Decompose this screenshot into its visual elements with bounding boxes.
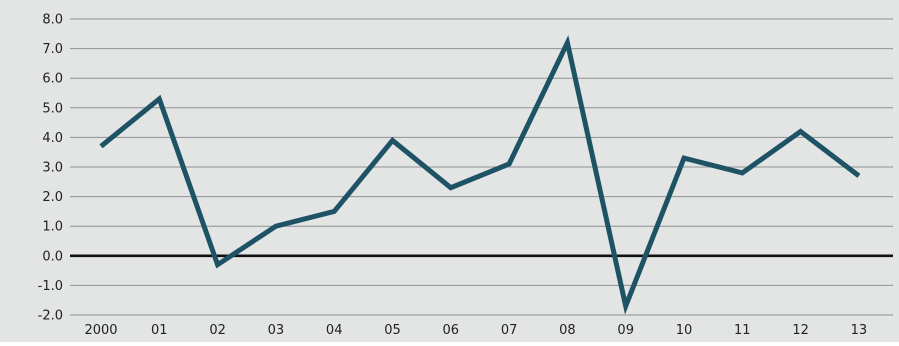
y-tick-label: 0.0 [42,249,63,264]
x-tick-label: 01 [151,323,168,338]
y-tick-label: 3.0 [42,161,63,176]
y-tick-label: 4.0 [42,131,63,146]
x-tick-label: 08 [559,323,576,338]
x-tick-label: 02 [209,323,226,338]
y-tick-label: 6.0 [42,72,63,87]
y-tick-label: -2.0 [38,309,63,324]
x-tick-label: 06 [443,323,460,338]
x-tick-label: 10 [676,323,693,338]
x-tick-label: 09 [617,323,634,338]
y-tick-label: 1.0 [42,220,63,235]
y-tick-label: 5.0 [42,101,63,116]
x-tick-label: 03 [268,323,285,338]
x-tick-label: 13 [851,323,868,338]
x-tick-label: 05 [384,323,401,338]
x-tick-label: 04 [326,323,343,338]
x-tick-label: 2000 [84,323,117,338]
x-tick-label: 11 [734,323,751,338]
x-tick-label: 12 [792,323,809,338]
y-tick-label: 7.0 [42,42,63,57]
x-tick-label: 07 [501,323,518,338]
y-tick-label: 2.0 [42,190,63,205]
y-tick-label: -1.0 [38,279,63,294]
y-tick-label: 8.0 [42,13,63,28]
